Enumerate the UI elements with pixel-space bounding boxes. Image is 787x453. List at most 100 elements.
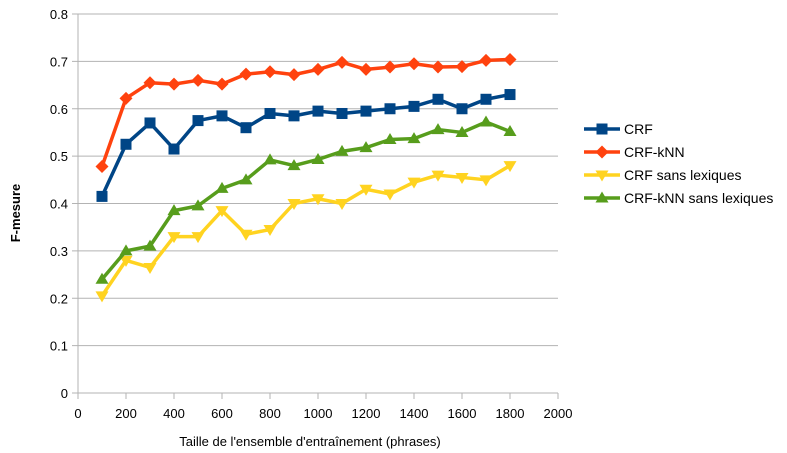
data-point (191, 232, 205, 244)
data-point (215, 77, 229, 91)
data-point (383, 60, 397, 74)
data-point (167, 77, 181, 91)
x-tick-labels: 0 200 400 600 800 1000 1200 1400 1600 1800 2000 (74, 406, 572, 421)
series-group (95, 52, 517, 303)
data-point (167, 204, 181, 216)
data-point (143, 239, 157, 251)
data-point (191, 199, 205, 211)
x-tick-label: 1200 (352, 406, 381, 421)
x-tick-label: 600 (211, 406, 233, 421)
data-point (407, 57, 421, 71)
data-point (336, 107, 348, 119)
x-tick-label: 1800 (496, 406, 525, 421)
legend-label: CRF-kNN (624, 144, 685, 160)
data-point (504, 89, 516, 101)
data-point (383, 133, 397, 145)
data-point (335, 199, 349, 210)
data-point (144, 117, 156, 129)
y-tick-label: 0.1 (50, 339, 68, 354)
x-tick-label: 400 (163, 406, 185, 421)
data-point (119, 255, 133, 267)
series-crf-knn (95, 52, 517, 174)
data-point (455, 60, 469, 74)
legend-swatch-marker (595, 170, 609, 182)
data-point (312, 105, 324, 117)
data-point (288, 110, 300, 122)
data-point (263, 65, 277, 79)
y-tick-label: 0.4 (50, 197, 68, 212)
x-axis-label: Taille de l'ensemble d'entraînement (phr… (179, 434, 441, 449)
x-tick-label: 1000 (304, 406, 333, 421)
series-line (100, 164, 511, 297)
data-point (335, 144, 349, 156)
legend-swatch-marker (595, 191, 609, 203)
data-point (287, 68, 301, 82)
series-crf-sans-lexiques (95, 161, 517, 303)
data-point (168, 143, 180, 155)
data-point (239, 67, 253, 81)
data-point (359, 184, 373, 196)
data-point (143, 76, 157, 90)
data-point (432, 93, 444, 105)
grid-lines (72, 13, 558, 394)
data-point (431, 170, 445, 182)
data-point (119, 244, 133, 256)
legend-item: CRF (584, 121, 653, 137)
legend-label: CRF-kNN sans lexiques (624, 190, 773, 206)
y-tick-label: 0.7 (50, 54, 68, 69)
data-point (239, 173, 253, 185)
data-point (240, 122, 252, 134)
data-point (119, 91, 133, 105)
data-point (239, 229, 253, 241)
x-tick-label: 1400 (400, 406, 429, 421)
data-point (311, 62, 325, 76)
data-point (287, 159, 301, 171)
legend-item: CRF-kNN sans lexiques (584, 190, 773, 206)
legend-swatch-marker (596, 123, 608, 135)
series-crf (96, 89, 516, 202)
data-point (431, 123, 445, 135)
data-point (95, 160, 109, 174)
data-point (384, 103, 396, 115)
y-tick-label: 0.5 (50, 149, 68, 164)
legend-item: CRF-kNN (584, 144, 685, 160)
x-tick-label: 2000 (544, 406, 573, 421)
x-tick-label: 800 (259, 406, 281, 421)
data-point (335, 55, 349, 69)
data-point (407, 132, 421, 144)
data-point (120, 138, 132, 150)
x-tick-label: 1600 (448, 406, 477, 421)
legend-label: CRF (624, 121, 653, 137)
x-tick-label: 0 (74, 406, 81, 421)
data-point (167, 232, 181, 244)
data-point (456, 103, 468, 115)
data-point (263, 225, 277, 237)
y-tick-label: 0 (61, 386, 68, 401)
data-point (479, 175, 493, 187)
legend-label: CRF sans lexiques (624, 167, 742, 183)
series-line (100, 92, 511, 198)
data-point (311, 152, 325, 164)
data-point (192, 115, 204, 127)
data-point (360, 105, 372, 117)
legend-item: CRF sans lexiques (584, 167, 742, 183)
y-axis-label: F-mesure (8, 184, 23, 243)
y-tick-labels: 0 0.1 0.2 0.3 0.4 0.5 0.6 0.7 0.8 (50, 7, 68, 401)
data-point (383, 189, 397, 201)
data-point (191, 73, 205, 87)
data-point (96, 190, 108, 202)
x-tick-label: 200 (115, 406, 137, 421)
data-point (479, 115, 493, 127)
data-point (287, 199, 301, 210)
data-point (311, 194, 325, 206)
y-tick-label: 0.2 (50, 291, 68, 306)
data-point (480, 93, 492, 105)
data-point (479, 53, 493, 67)
series-crf-knn-sans-lexiques (95, 115, 517, 284)
axes (77, 14, 559, 399)
data-point (455, 172, 469, 184)
data-point (95, 291, 109, 303)
data-point (431, 60, 445, 74)
legend: CRF CRF-kNN CRF sans lexiques CRF-kNN sans … (584, 121, 773, 206)
